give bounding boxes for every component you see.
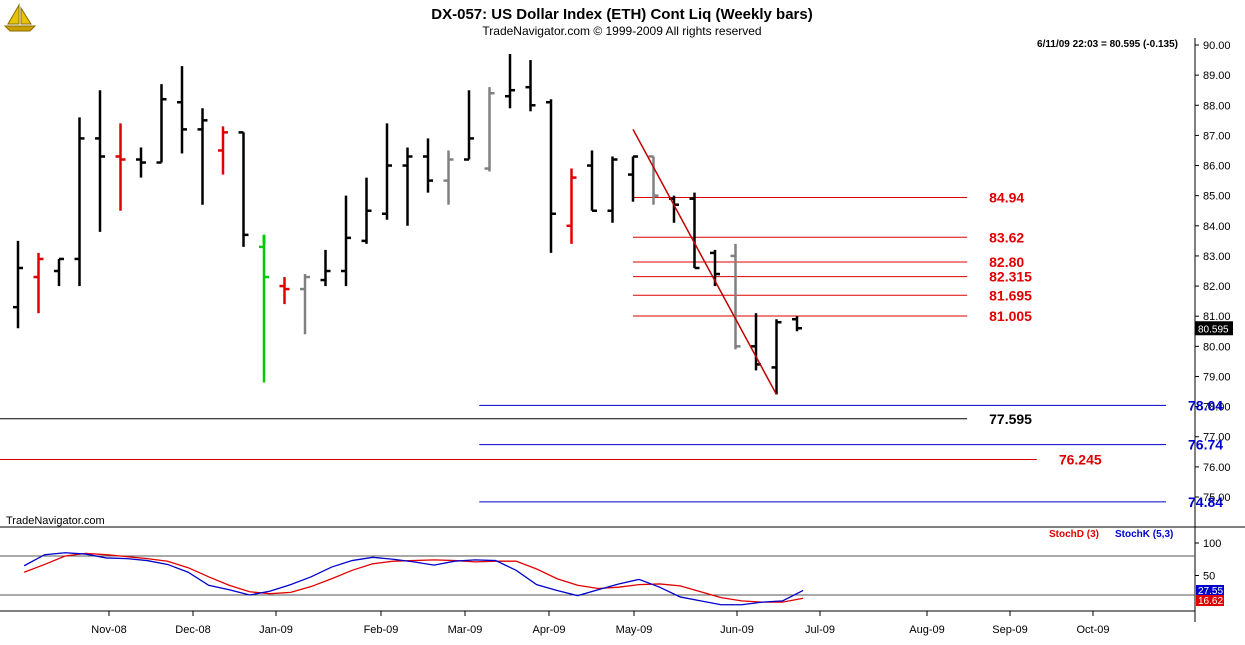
level-label: 81.695 (989, 287, 1032, 303)
price-tick-label: 86.00 (1203, 161, 1231, 173)
time-tick-label: Nov-08 (91, 624, 126, 636)
price-tick-label: 75.00 (1203, 492, 1231, 504)
level-label: 84.94 (989, 189, 1024, 205)
price-tick-label: 90.00 (1203, 40, 1231, 52)
stoch-series-line (23, 552, 804, 603)
price-tick-label: 88.00 (1203, 100, 1231, 112)
time-tick-label: Sep-09 (992, 624, 1027, 636)
last-price-label: 80.595 (1198, 324, 1229, 335)
level-label: 83.62 (989, 229, 1024, 245)
level-label: 82.80 (989, 254, 1024, 270)
stochastic-legend: StochD (3) StochK (5,3) (1049, 529, 1173, 540)
price-tick-label: 89.00 (1203, 70, 1231, 82)
price-tick-label: 76.00 (1203, 462, 1231, 474)
price-tick-label: 78.00 (1203, 402, 1231, 414)
copyright-notice: TradeNavigator.com © 1999-2009 All right… (482, 24, 761, 38)
stoch-tick-label: 100 (1203, 538, 1221, 550)
time-tick-label: Aug-09 (909, 624, 944, 636)
level-label: 74.84 (1188, 494, 1223, 510)
level-label: 76.245 (1059, 451, 1102, 467)
time-tick-label: Apr-09 (532, 624, 565, 636)
sailboat-logo-icon (2, 2, 38, 34)
time-tick-label: Jan-09 (259, 624, 293, 636)
trend-line (632, 129, 778, 395)
price-tick-label: 87.00 (1203, 130, 1231, 142)
time-tick-label: Dec-08 (175, 624, 210, 636)
time-tick-label: Feb-09 (364, 624, 399, 636)
level-label: 78.04 (1188, 397, 1223, 413)
level-label: 76.74 (1188, 437, 1223, 453)
price-axis: 90.00 89.00 88.00 87.00 86.00 85.00 84.00 83.00… (1195, 40, 1231, 504)
legend-stochd: StochD (3) (1049, 529, 1099, 540)
chart-title: DX-057: US Dollar Index (ETH) Cont Liq (… (431, 6, 812, 23)
stoch-series-line (23, 552, 804, 606)
time-tick-label: Jun-09 (720, 624, 754, 636)
stoch-last-value-box (1196, 585, 1224, 596)
level-label: 81.005 (989, 308, 1032, 324)
price-tick-label: 85.00 (1203, 191, 1231, 203)
price-tick-label: 82.00 (1203, 281, 1231, 293)
level-label: 77.595 (989, 411, 1032, 427)
price-tick-label: 83.00 (1203, 251, 1231, 263)
price-tick-label: 79.00 (1203, 371, 1231, 383)
price-tick-label: 81.00 (1203, 311, 1231, 323)
legend-stochk: StochK (5,3) (1115, 529, 1173, 540)
price-tick-label: 77.00 (1203, 432, 1231, 444)
last-price-box (1195, 321, 1233, 336)
stoch-last-value-label: 16.62 (1198, 596, 1223, 607)
time-tick-label: May-09 (616, 624, 653, 636)
stoch-last-value-box (1196, 595, 1224, 606)
stoch-tick-label: 50 (1203, 571, 1215, 583)
last-price-marker: 80.595 (1195, 321, 1233, 336)
watermark: TradeNavigator.com (6, 515, 105, 527)
stoch-last-value-label: 27.55 (1198, 586, 1223, 597)
price-tick-label: 80.00 (1203, 341, 1231, 353)
level-label: 82.315 (989, 269, 1032, 285)
time-tick-label: Jul-09 (805, 624, 835, 636)
time-tick-label: Oct-09 (1076, 624, 1109, 636)
quote-readout: 6/11/09 22:03 = 80.595 (-0.135) (1037, 39, 1178, 50)
time-axis: Nov-08 Dec-08 Jan-09 Feb-09 Mar-09 Apr-09 May-… (91, 611, 1110, 636)
trend-line-group (632, 129, 778, 395)
time-tick-label: Mar-09 (448, 624, 483, 636)
price-tick-label: 84.00 (1203, 221, 1231, 233)
